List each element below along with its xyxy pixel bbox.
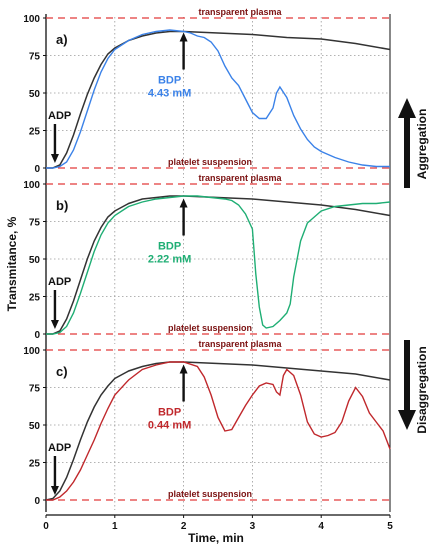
- y-tick-label: 100: [23, 180, 40, 191]
- adp-label: ADP: [48, 442, 71, 454]
- y-tick-label: 25: [29, 459, 41, 470]
- x-axis: 0 1 2 3 4 5: [43, 514, 393, 532]
- adp-arrowhead-icon: [50, 320, 59, 329]
- y-tick-label: 50: [29, 89, 41, 100]
- adp-label: ADP: [48, 110, 71, 122]
- y-tick-label: 0: [34, 164, 40, 175]
- disaggregation-label: Disaggregation: [415, 346, 429, 433]
- y-tick-label: 75: [29, 384, 41, 395]
- x-tick-label: 5: [387, 521, 393, 532]
- reference-label-top: transparent plasma: [198, 7, 282, 17]
- panel-1: transparent plasma platelet suspension 0 25…: [23, 7, 391, 180]
- panel-label: c): [56, 364, 68, 379]
- agent-dose: 4.43 mM: [148, 88, 191, 100]
- adp-arrowhead-icon: [50, 154, 59, 163]
- control-curve: [46, 195, 391, 335]
- adp-label: ADP: [48, 276, 71, 288]
- agent-dose: 0.44 mM: [148, 420, 191, 432]
- y-tick-label: 100: [23, 14, 40, 25]
- agent-arrowhead-icon: [179, 364, 188, 374]
- series-curve: [46, 29, 390, 169]
- agent-arrowhead-icon: [179, 198, 188, 208]
- agent-name: BDP: [158, 407, 181, 419]
- control-curve: [45, 361, 391, 501]
- aggregation-label: Aggregation: [415, 109, 429, 180]
- panel-label: a): [56, 32, 68, 47]
- y-tick-label: 25: [29, 293, 41, 304]
- agent-name: BDP: [158, 75, 181, 87]
- x-tick-label: 1: [112, 521, 118, 532]
- reference-label-top: transparent plasma: [198, 173, 282, 183]
- y-tick-label: 50: [29, 421, 41, 432]
- reference-label-bottom: platelet suspension: [168, 323, 252, 333]
- agent-arrowhead-icon: [179, 32, 188, 42]
- panel-label: b): [56, 198, 68, 213]
- disaggregation-arrow-icon: [398, 340, 416, 430]
- x-tick-label: 4: [318, 521, 324, 532]
- agent-dose: 2.22 mM: [148, 254, 191, 266]
- x-tick-label: 0: [43, 521, 49, 532]
- aggregation-arrow-icon: [398, 98, 416, 188]
- x-tick-label: 2: [181, 521, 187, 532]
- series-curve: [46, 195, 391, 335]
- x-tick-label: 3: [250, 521, 256, 532]
- y-tick-label: 75: [29, 52, 41, 63]
- y-tick-label: 100: [23, 346, 40, 357]
- y-tick-label: 0: [34, 330, 40, 341]
- series-curve: [46, 361, 391, 501]
- x-axis-title: Time, min: [188, 531, 244, 545]
- reference-label-bottom: platelet suspension: [168, 489, 252, 499]
- agent-name: BDP: [158, 241, 181, 253]
- y-tick-label: 0: [34, 496, 40, 507]
- panel-3: transparent plasma platelet suspension 0 25…: [23, 339, 391, 512]
- adp-arrowhead-icon: [50, 486, 59, 495]
- y-tick-label: 25: [29, 127, 41, 138]
- panel-2: transparent plasma platelet suspension 0 25…: [23, 173, 391, 346]
- reference-label-top: transparent plasma: [198, 339, 282, 349]
- reference-label-bottom: platelet suspension: [168, 157, 252, 167]
- y-tick-label: 75: [29, 218, 41, 229]
- y-tick-label: 50: [29, 255, 41, 266]
- y-axis-title: Transmitance, %: [5, 216, 19, 311]
